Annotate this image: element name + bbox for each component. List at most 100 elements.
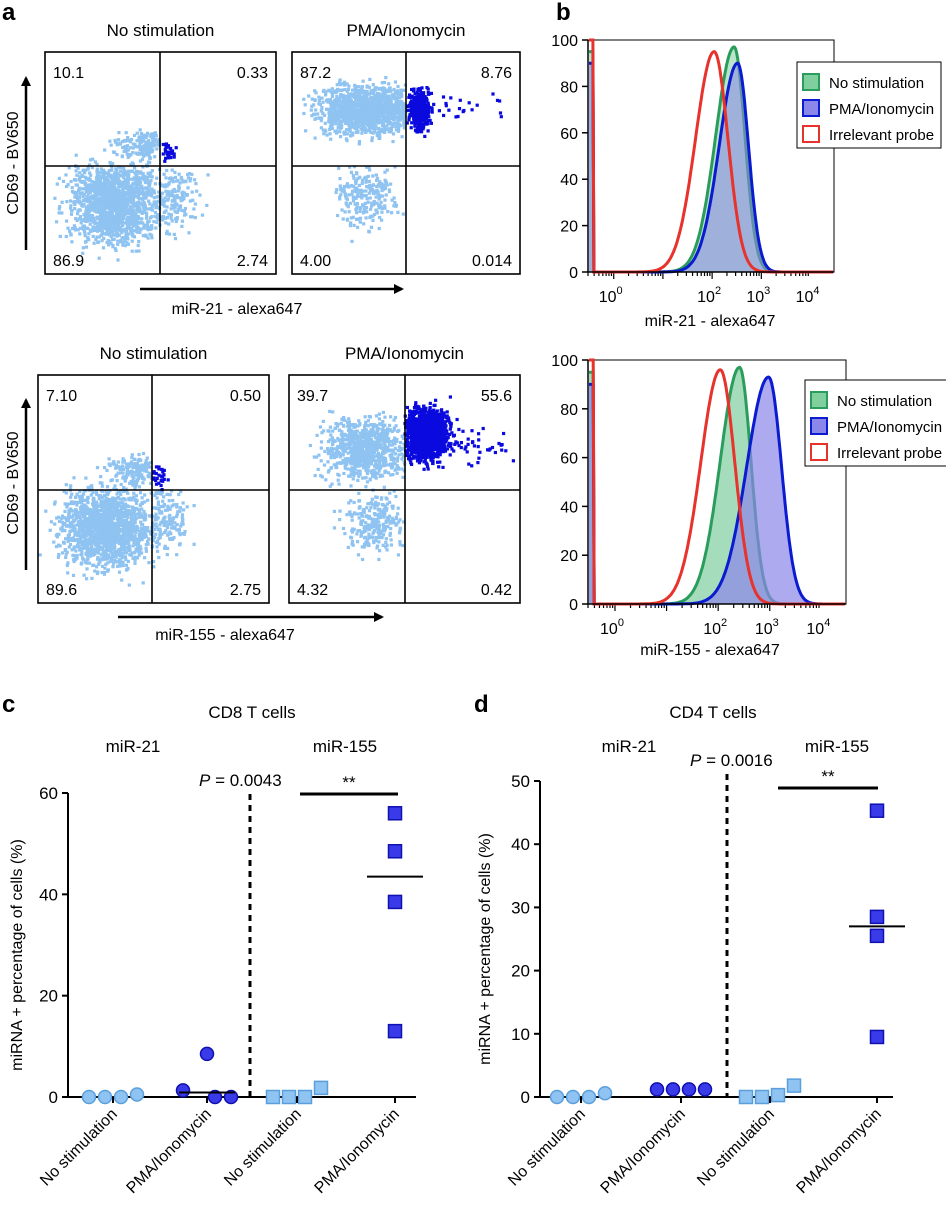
x-tick-label: No stimulation [37, 1106, 121, 1190]
quadrant-value-upper-right: 8.76 [481, 65, 512, 82]
group-label: miR-21 [602, 737, 657, 756]
data-point [113, 1089, 129, 1105]
legend: No stimulation PMA/Ionomycin Irrelevant pr… [804, 379, 946, 467]
legend-swatch-pma-ionomycin [802, 99, 820, 117]
data-point [297, 1089, 313, 1105]
p-value-label: P = 0.0043 [199, 771, 282, 790]
legend-label-no-stimulation: No stimulation [837, 393, 932, 410]
x-tick-exponent: 4 [824, 617, 830, 629]
y-tick-label: 10 [511, 1025, 530, 1044]
histogram-fill-pma-ionomycin [589, 63, 833, 273]
y-tick-label: 40 [560, 172, 578, 189]
data-point [223, 1089, 239, 1105]
quadrant-value-upper-left: 39.7 [297, 388, 328, 405]
y-axis-label: CD69 - BV650 [5, 111, 22, 214]
significance-stars: ** [821, 767, 835, 786]
x-tick-exponent: 2 [721, 617, 727, 629]
x-tick-base: 10 [755, 621, 773, 638]
y-tick-label: 40 [560, 499, 578, 516]
legend-box [796, 61, 942, 149]
y-axis-label: CD69 - BV650 [5, 431, 22, 534]
dot-plot-title: No stimulation [107, 21, 215, 40]
x-tick-label: 103 [746, 285, 770, 306]
x-tick-label: PMA/Ionomycin [124, 1106, 215, 1197]
legend: No stimulation PMA/Ionomycin Irrelevant pr… [796, 61, 942, 149]
x-axis-label: miR-155 - alexa647 [155, 627, 295, 644]
quadrant-value-lower-left: 89.6 [46, 582, 77, 599]
quadrant-value-lower-left: 4.32 [297, 582, 328, 599]
quadrant-value-lower-right: 2.75 [230, 582, 261, 599]
data-point [175, 1083, 191, 1098]
data-point [869, 803, 885, 818]
quadrant-value-lower-right: 0.014 [472, 253, 512, 270]
p-value: = 0.0043 [210, 771, 281, 790]
data-point [869, 909, 885, 925]
dot-plot-pma-ionomycin: PMA/Ionomycin 87.2 8.76 4.00 0.014 [291, 21, 521, 275]
y-tick-label: 50 [511, 772, 530, 791]
data-point [265, 1089, 281, 1105]
y-tick-label: 30 [511, 898, 530, 917]
y-tick-label: 80 [560, 79, 578, 96]
data-point [129, 1087, 145, 1102]
dot-plot-title: PMA/Ionomycin [345, 344, 464, 363]
group-label: miR-21 [106, 737, 161, 756]
histogram-fill-pma-ionomycin [589, 377, 845, 604]
legend-swatch-pma-ionomycin [810, 417, 828, 435]
data-point [387, 894, 403, 910]
dot-cloud [53, 128, 210, 262]
data-point [665, 1082, 681, 1097]
legend-swatch-irrelevant-probe [802, 125, 820, 143]
data-point [549, 1089, 565, 1105]
data-point [869, 928, 885, 944]
p-value: = 0.0016 [701, 751, 772, 770]
data-point [738, 1089, 754, 1105]
quadrant-value-upper-right: 0.50 [230, 388, 261, 405]
y-tick-label: 0 [49, 1088, 58, 1107]
x-tick-label: No stimulation [505, 1106, 589, 1190]
x-tick-exponent: 2 [715, 285, 721, 297]
data-point [387, 806, 403, 821]
legend-label-irrelevant-probe: Irrelevant probe [829, 127, 934, 144]
quadrant-value-lower-right: 0.42 [481, 582, 512, 599]
dot-plot-no-stimulation: No stimulation 7.10 0.50 89.6 2.75 [37, 344, 270, 604]
y-tick-label: 80 [560, 402, 578, 419]
x-tick-label: PMA/Ionomycin [312, 1106, 403, 1197]
legend-swatch-irrelevant-probe [810, 443, 828, 461]
y-tick-label: 20 [511, 962, 530, 981]
dot-plots-mir21: No stimulation 10.1 0.33 86.9 2.74 PMA/Ionomy… [5, 21, 521, 318]
y-tick-label: 60 [560, 126, 578, 143]
data-point [649, 1082, 665, 1097]
group-label: miR-155 [805, 737, 869, 756]
data-point [313, 1080, 329, 1096]
y-tick-label: 100 [551, 353, 578, 370]
y-tick-label: 20 [39, 987, 58, 1006]
x-tick-label: 104 [796, 285, 820, 306]
data-point [597, 1085, 613, 1101]
x-tick-base: 10 [746, 289, 764, 306]
dot-plot-pma-ionomycin: PMA/Ionomycin 39.7 55.6 4.32 0.42 [288, 344, 521, 604]
legend-label-irrelevant-probe: Irrelevant probe [837, 445, 942, 462]
x-tick-exponent: 3 [764, 285, 770, 297]
data-point [770, 1087, 786, 1103]
panel-letter-d: d [474, 691, 489, 718]
dot-plot-no-stimulation: No stimulation 10.1 0.33 86.9 2.74 [44, 21, 277, 275]
y-tick-label: 20 [560, 219, 578, 236]
x-tick-label: No stimulation [221, 1106, 305, 1190]
quadrant-value-lower-left: 86.9 [53, 253, 84, 270]
y-tick-label: 60 [39, 784, 58, 803]
x-tick-exponent: 0 [617, 285, 623, 297]
x-tick-exponent: 0 [618, 617, 624, 629]
data-point [697, 1082, 713, 1097]
p-value-label: P = 0.0016 [690, 751, 773, 770]
dot-plot-title: PMA/Ionomycin [346, 21, 465, 40]
x-tick-base: 10 [796, 289, 814, 306]
group-label: miR-155 [313, 737, 377, 756]
x-tick-base: 10 [599, 289, 617, 306]
dot-plot-frame [37, 374, 270, 604]
quadrant-value-upper-right: 0.33 [237, 65, 268, 82]
y-tick-label: 20 [560, 548, 578, 565]
data-point [565, 1089, 581, 1105]
data-point [97, 1089, 113, 1105]
